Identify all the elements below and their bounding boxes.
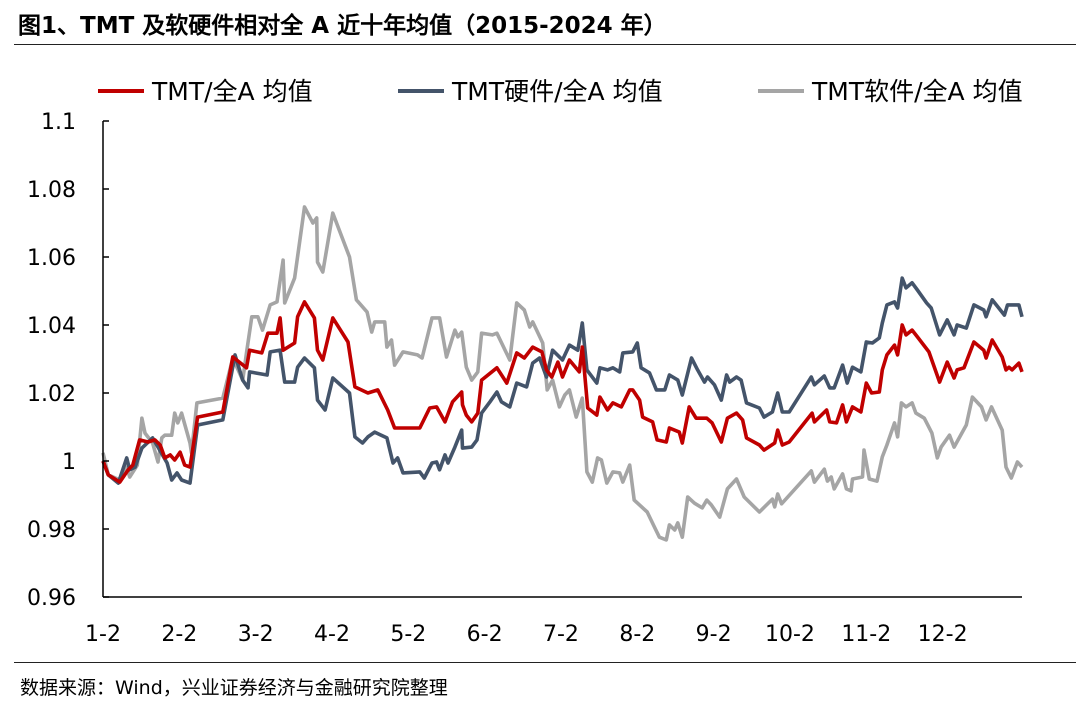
x-tick-label: 11-2: [841, 622, 891, 647]
x-tick-label: 1-2: [85, 622, 121, 647]
y-tick-label: 1.02: [27, 382, 76, 407]
x-tick-label: 2-2: [161, 622, 197, 647]
y-tick-label: 1.06: [27, 246, 76, 271]
x-tick-label: 10-2: [765, 622, 815, 647]
x-tick-label: 12-2: [918, 622, 968, 647]
series-line-0: [101, 300, 1024, 484]
source-note: 数据来源：Wind，兴业证券经济与金融研究院整理: [20, 677, 448, 699]
x-tick-label: 4-2: [314, 622, 350, 647]
y-tick-label: 1.04: [27, 314, 76, 339]
axes: 0.96 0.98 1 1.02 1.04 1.06 1.08 1.1 1-2 2-2 3-2 4-2…: [27, 110, 1022, 647]
footer-divider: [14, 662, 1076, 663]
x-tick-label: 5-2: [390, 622, 426, 647]
x-tick-label: 3-2: [238, 622, 274, 647]
y-tick-label: 1: [62, 450, 76, 475]
x-tick-label: 6-2: [467, 622, 503, 647]
y-tick-label: 0.96: [27, 586, 76, 611]
y-tick-label: 1.08: [27, 178, 76, 203]
legend-label: TMT软件/全A 均值: [811, 77, 1023, 106]
title-divider: [14, 44, 1076, 45]
legend-item-2: TMT软件/全A 均值: [758, 77, 1023, 106]
figure-title: 图1、TMT 及软硬件相对全 A 近十年均值（2015-2024 年）: [18, 13, 667, 39]
y-tick-label: 1.1: [41, 110, 76, 135]
series-line-1: [101, 276, 1024, 485]
x-tick-label: 9-2: [696, 622, 732, 647]
series-layer: [101, 205, 1024, 542]
legend-label: TMT/全A 均值: [151, 77, 313, 106]
legend: TMT/全A 均值 TMT硬件/全A 均值 TMT软件/全A 均值: [98, 77, 1023, 106]
series-line-2: [101, 205, 1024, 542]
x-tick-label: 7-2: [543, 622, 579, 647]
legend-label: TMT硬件/全A 均值: [451, 77, 663, 106]
y-tick-label: 0.98: [27, 518, 76, 543]
legend-item-0: TMT/全A 均值: [98, 77, 313, 106]
legend-item-1: TMT硬件/全A 均值: [398, 77, 663, 106]
x-tick-label: 8-2: [619, 622, 655, 647]
